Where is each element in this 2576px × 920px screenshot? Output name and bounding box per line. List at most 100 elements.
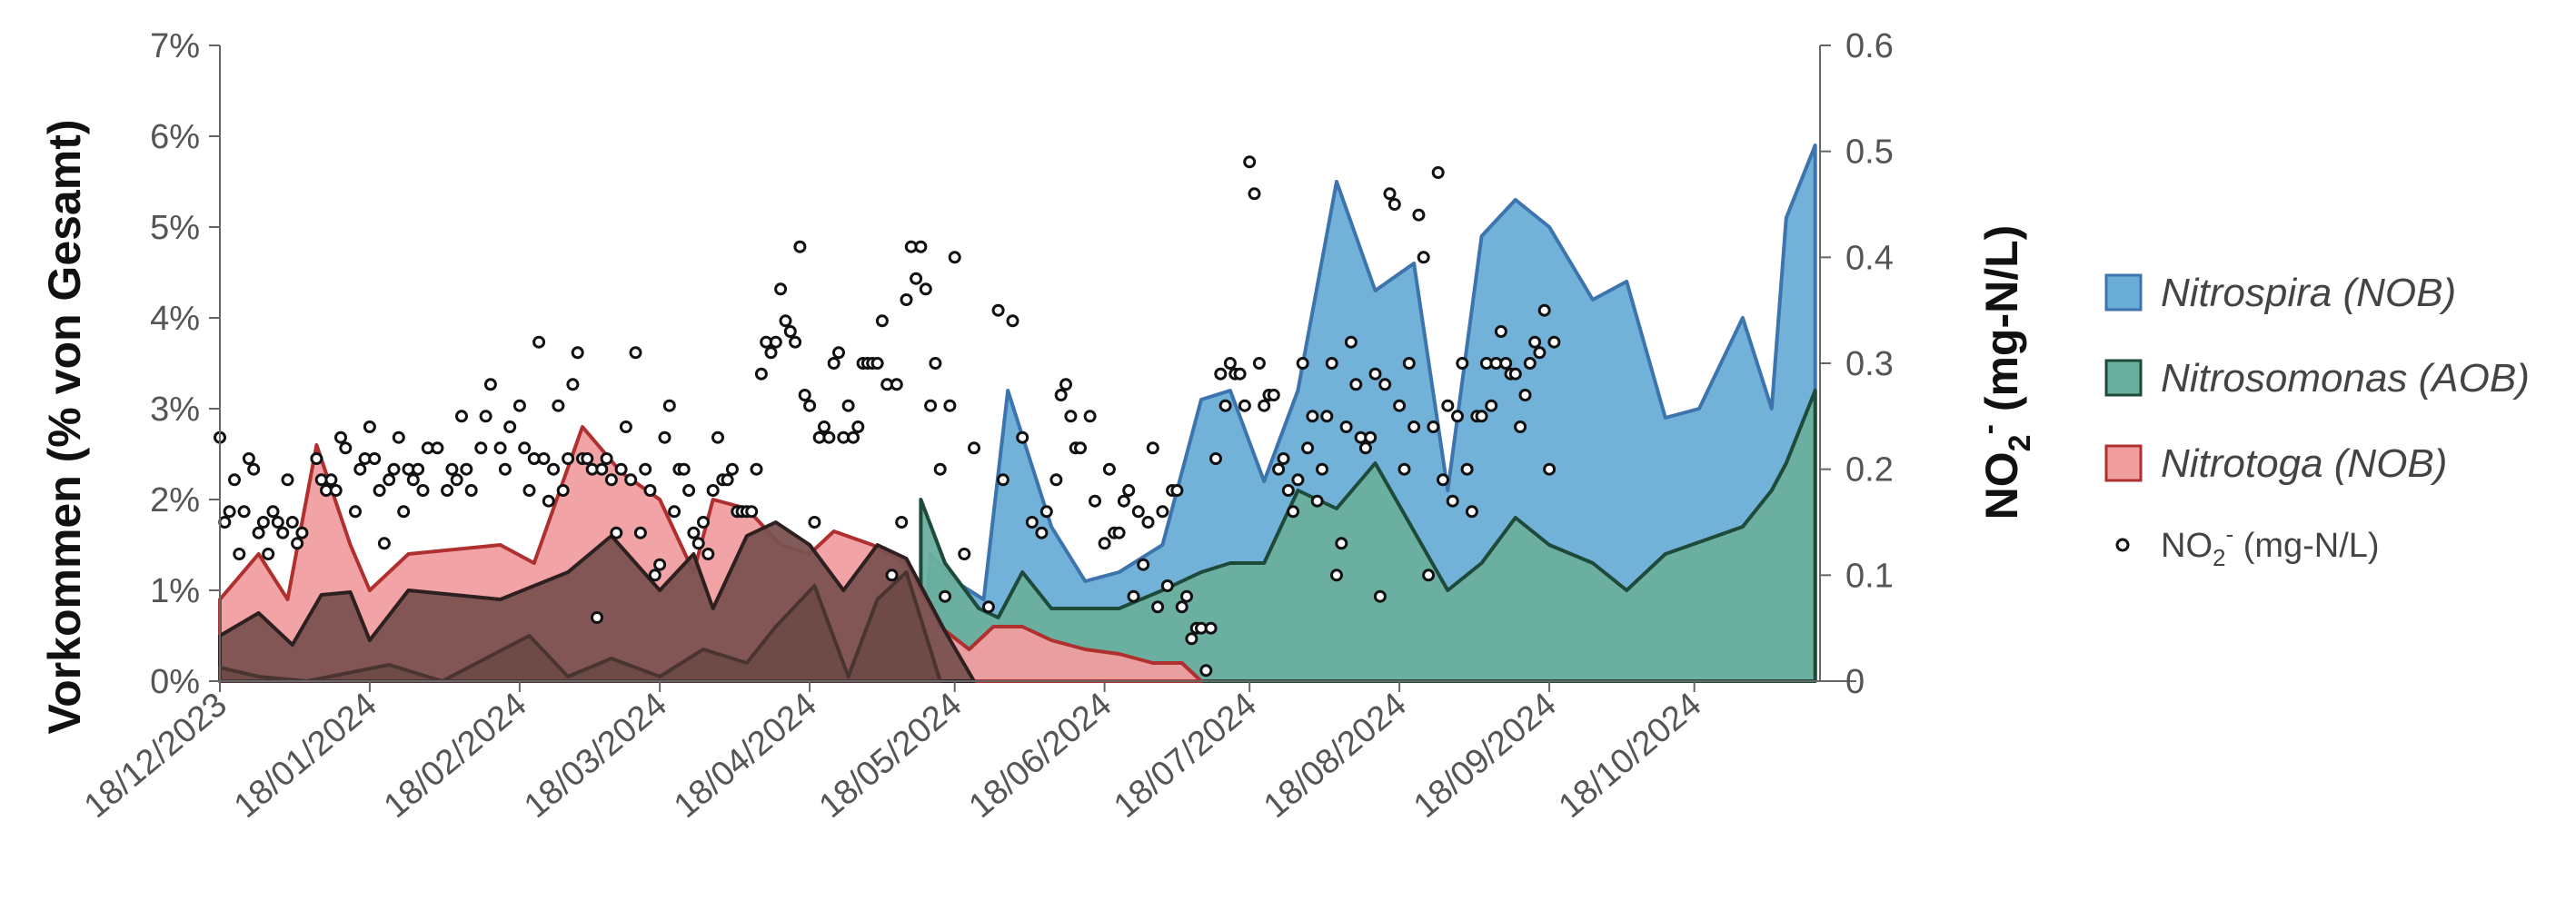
area-series-0 [919, 143, 1817, 683]
legend: Nitrospira (NOB) Nitrosomonas (AOB) Nitr… [2104, 271, 2530, 571]
no2-point [633, 526, 647, 539]
legend-label-no2-sup: - [2225, 520, 2233, 548]
no2-point [1437, 473, 1449, 487]
no2-point [629, 346, 642, 360]
no2-point [1310, 494, 1324, 508]
no2-point [542, 494, 555, 508]
no2-point [1122, 484, 1136, 497]
x-tick-label: 18/09/2024 [1407, 686, 1564, 826]
no2-point [658, 430, 671, 444]
no2-point [242, 452, 255, 465]
no2-point [353, 462, 367, 476]
no2-point [1330, 569, 1343, 582]
no2-point [1475, 410, 1488, 423]
no2-point [870, 357, 884, 370]
no2-point [281, 473, 294, 487]
no2-point [595, 462, 609, 476]
no2-point [252, 526, 265, 539]
y-axis-title: Vorkommen (% von Gesamt) [39, 119, 90, 734]
no2-point [639, 462, 652, 476]
no2-point [764, 346, 778, 360]
y-tick-label: 6% [150, 118, 200, 156]
no2-point [1214, 367, 1228, 381]
area-series-1 [919, 389, 1817, 683]
no2-point [276, 526, 290, 539]
no2-point [441, 484, 454, 497]
no2-point [991, 303, 1005, 317]
no2-point [1209, 452, 1222, 465]
no2-point [1431, 166, 1445, 179]
no2-point [247, 462, 261, 476]
no2-point [745, 505, 759, 519]
no2-point [662, 399, 676, 412]
no2-point [1320, 410, 1334, 423]
no2-point [450, 473, 463, 487]
y2-axis-title-rest: (mg-N/L) [1976, 225, 2027, 424]
no2-point [968, 441, 980, 455]
no2-point [1218, 399, 1232, 412]
no2-point [1494, 325, 1507, 338]
no2-point [445, 462, 459, 476]
no2-point [271, 516, 284, 529]
no2-point [996, 473, 1010, 487]
no2-point [929, 357, 942, 370]
no2-point [789, 335, 802, 349]
x-tick-label: 18/06/2024 [962, 686, 1119, 826]
no2-point [387, 462, 401, 476]
no2-point [552, 399, 565, 412]
no2-point [537, 452, 551, 465]
y2-tick-label: 0.4 [1845, 239, 1894, 277]
no2-point [803, 399, 817, 412]
no2-point [798, 389, 811, 401]
y-tick-label: 3% [150, 391, 200, 429]
no2-point [373, 484, 386, 497]
no2-point [643, 484, 657, 497]
no2-point [721, 473, 734, 487]
no2-point [1537, 303, 1551, 317]
x-tick-label: 18/08/2024 [1257, 686, 1414, 826]
y2-tick-labels: 0 0.1 0.2 0.3 0.4 0.5 0.6 [1820, 27, 1894, 701]
no2-point [1412, 208, 1426, 222]
no2-point [591, 611, 603, 624]
no2-point [1364, 430, 1378, 444]
no2-point [1407, 420, 1421, 433]
legend-swatch-nitrotoga [2104, 444, 2143, 482]
no2-point [1518, 389, 1532, 401]
no2-point [653, 558, 667, 571]
x-tick-label: 18/10/2024 [1552, 686, 1709, 826]
no2-point [1358, 441, 1372, 455]
no2-point [808, 516, 821, 529]
no2-point [1204, 621, 1218, 635]
no2-point [532, 335, 546, 349]
no2-point [851, 420, 865, 433]
no2-point [1344, 335, 1358, 349]
x-tick-label: 18/01/2024 [227, 686, 384, 826]
no2-point [1059, 378, 1072, 391]
no2-point [604, 473, 618, 487]
no2-point [493, 441, 507, 455]
x-tick-label: 18/02/2024 [377, 686, 534, 826]
no2-point [1456, 357, 1469, 370]
no2-point [1098, 537, 1111, 550]
no2-point [1451, 410, 1464, 423]
no2-point [1156, 505, 1169, 519]
y-tick-label: 4% [150, 300, 200, 338]
no2-point [1185, 632, 1198, 646]
no2-point [566, 378, 580, 391]
no2-point [827, 357, 840, 370]
y2-axis-title-sub: 2 [2003, 434, 2037, 451]
no2-point [847, 430, 860, 444]
no2-point [1049, 473, 1063, 487]
no2-point [818, 420, 830, 433]
no2-point [1137, 558, 1150, 571]
x-tick-label: 18/07/2024 [1107, 686, 1264, 826]
no2-point [754, 367, 768, 381]
no2-point [774, 282, 788, 296]
no2-point [1006, 314, 1019, 328]
no2-point [1528, 335, 1542, 349]
no2-point [614, 462, 628, 476]
no2-point [262, 548, 275, 560]
no2-point [1296, 357, 1309, 370]
no2-point [310, 452, 323, 465]
no2-point [1258, 399, 1271, 412]
